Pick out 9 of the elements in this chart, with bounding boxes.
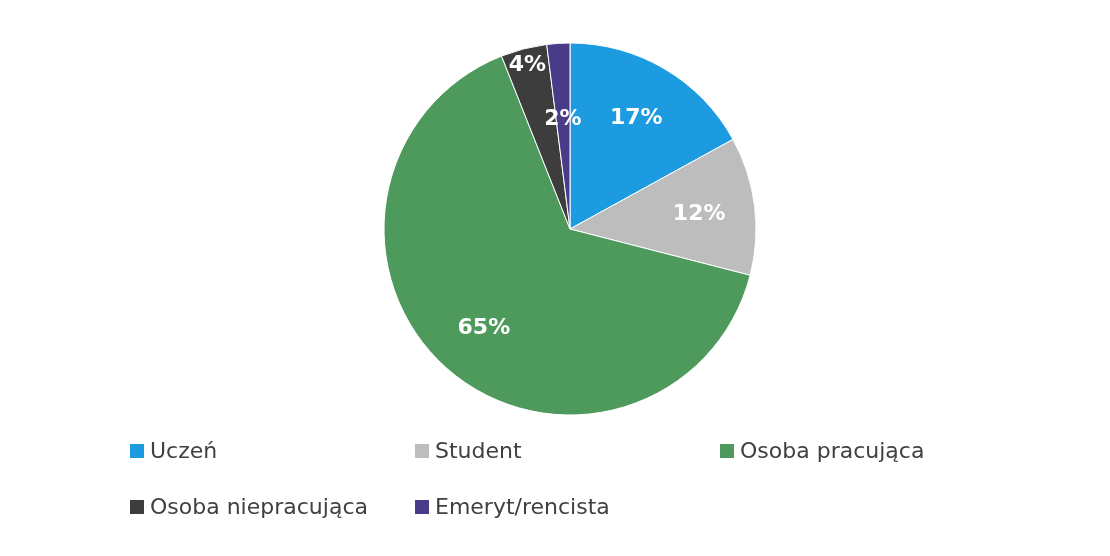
legend-label: Osoba niepracująca bbox=[150, 494, 368, 519]
data-label: 4% bbox=[508, 50, 547, 76]
legend-label: Student bbox=[435, 438, 522, 463]
data-label: 17% bbox=[609, 104, 663, 130]
data-label: 12% bbox=[672, 200, 726, 226]
legend-label: Osoba pracująca bbox=[740, 438, 925, 463]
legend-label: Uczeń bbox=[150, 438, 218, 463]
data-label: 65% bbox=[457, 314, 511, 340]
legend-label: Emeryt/rencista bbox=[435, 494, 610, 519]
